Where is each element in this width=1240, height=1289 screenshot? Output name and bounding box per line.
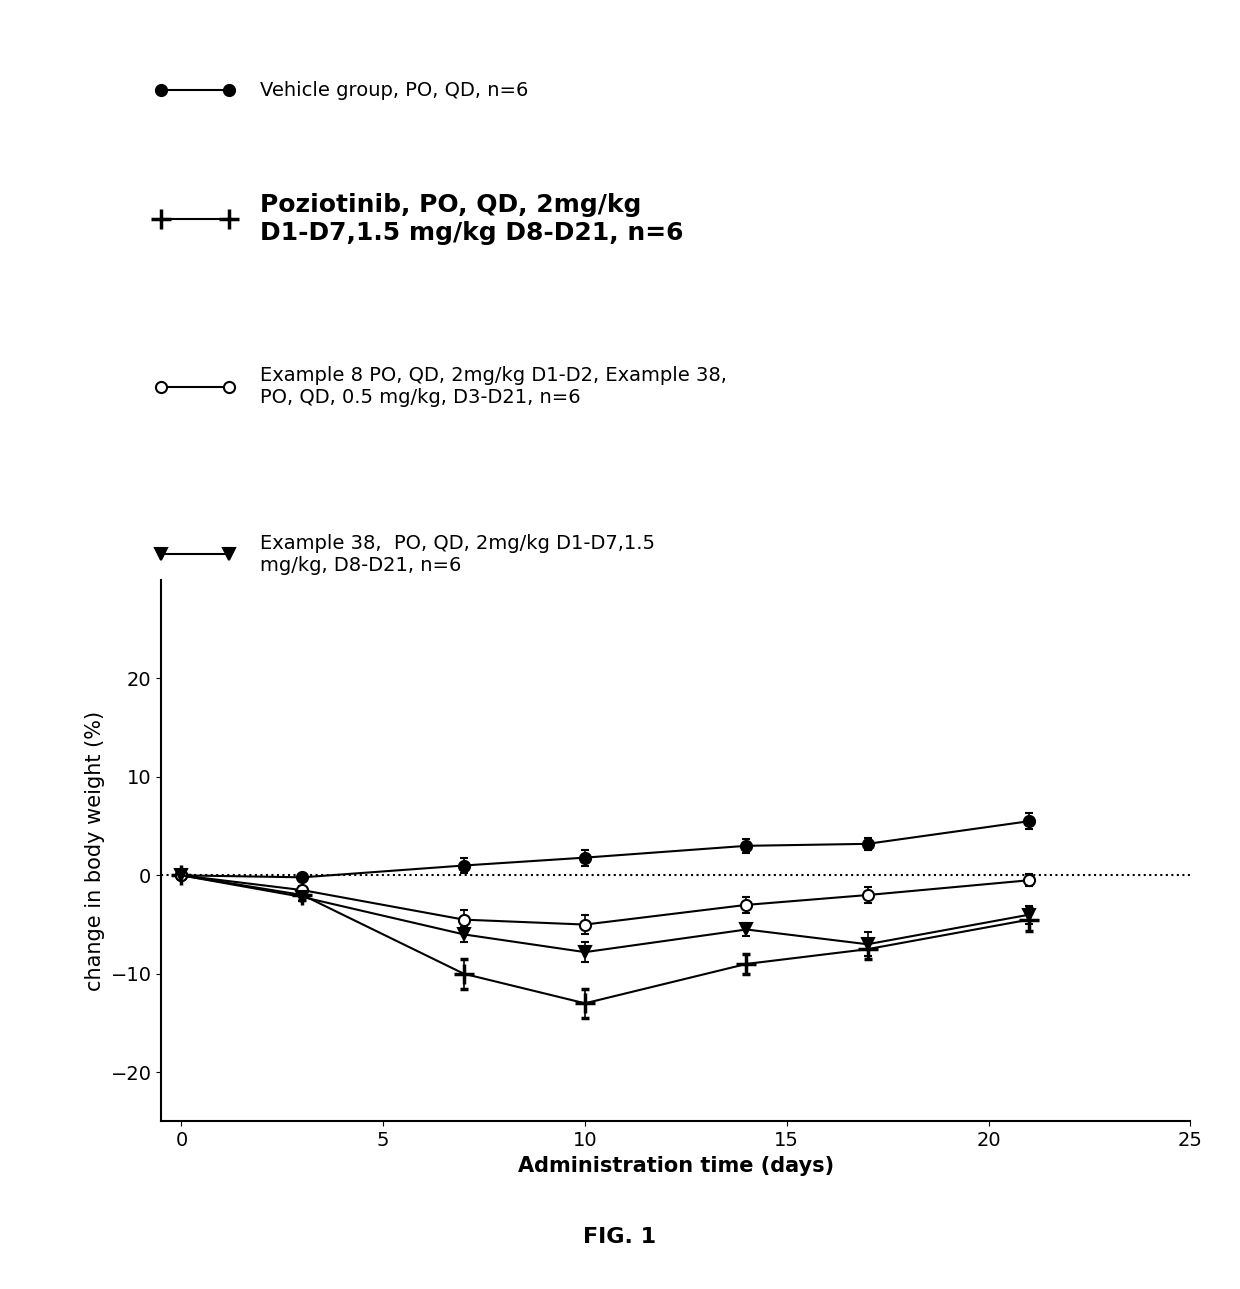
Text: FIG. 1: FIG. 1: [584, 1227, 656, 1248]
Text: Vehicle group, PO, QD, n=6: Vehicle group, PO, QD, n=6: [260, 81, 528, 99]
X-axis label: Administration time (days): Administration time (days): [518, 1156, 833, 1176]
Text: Example 38,  PO, QD, 2mg/kg D1-D7,1.5
mg/kg, D8-D21, n=6: Example 38, PO, QD, 2mg/kg D1-D7,1.5 mg/…: [260, 534, 656, 575]
Text: Poziotinib, PO, QD, 2mg/kg
D1-D7,1.5 mg/kg D8-D21, n=6: Poziotinib, PO, QD, 2mg/kg D1-D7,1.5 mg/…: [260, 193, 684, 245]
Y-axis label: change in body weight (%): change in body weight (%): [84, 710, 105, 991]
Text: Example 8 PO, QD, 2mg/kg D1-D2, Example 38,
PO, QD, 0.5 mg/kg, D3-D21, n=6: Example 8 PO, QD, 2mg/kg D1-D2, Example …: [260, 366, 728, 407]
